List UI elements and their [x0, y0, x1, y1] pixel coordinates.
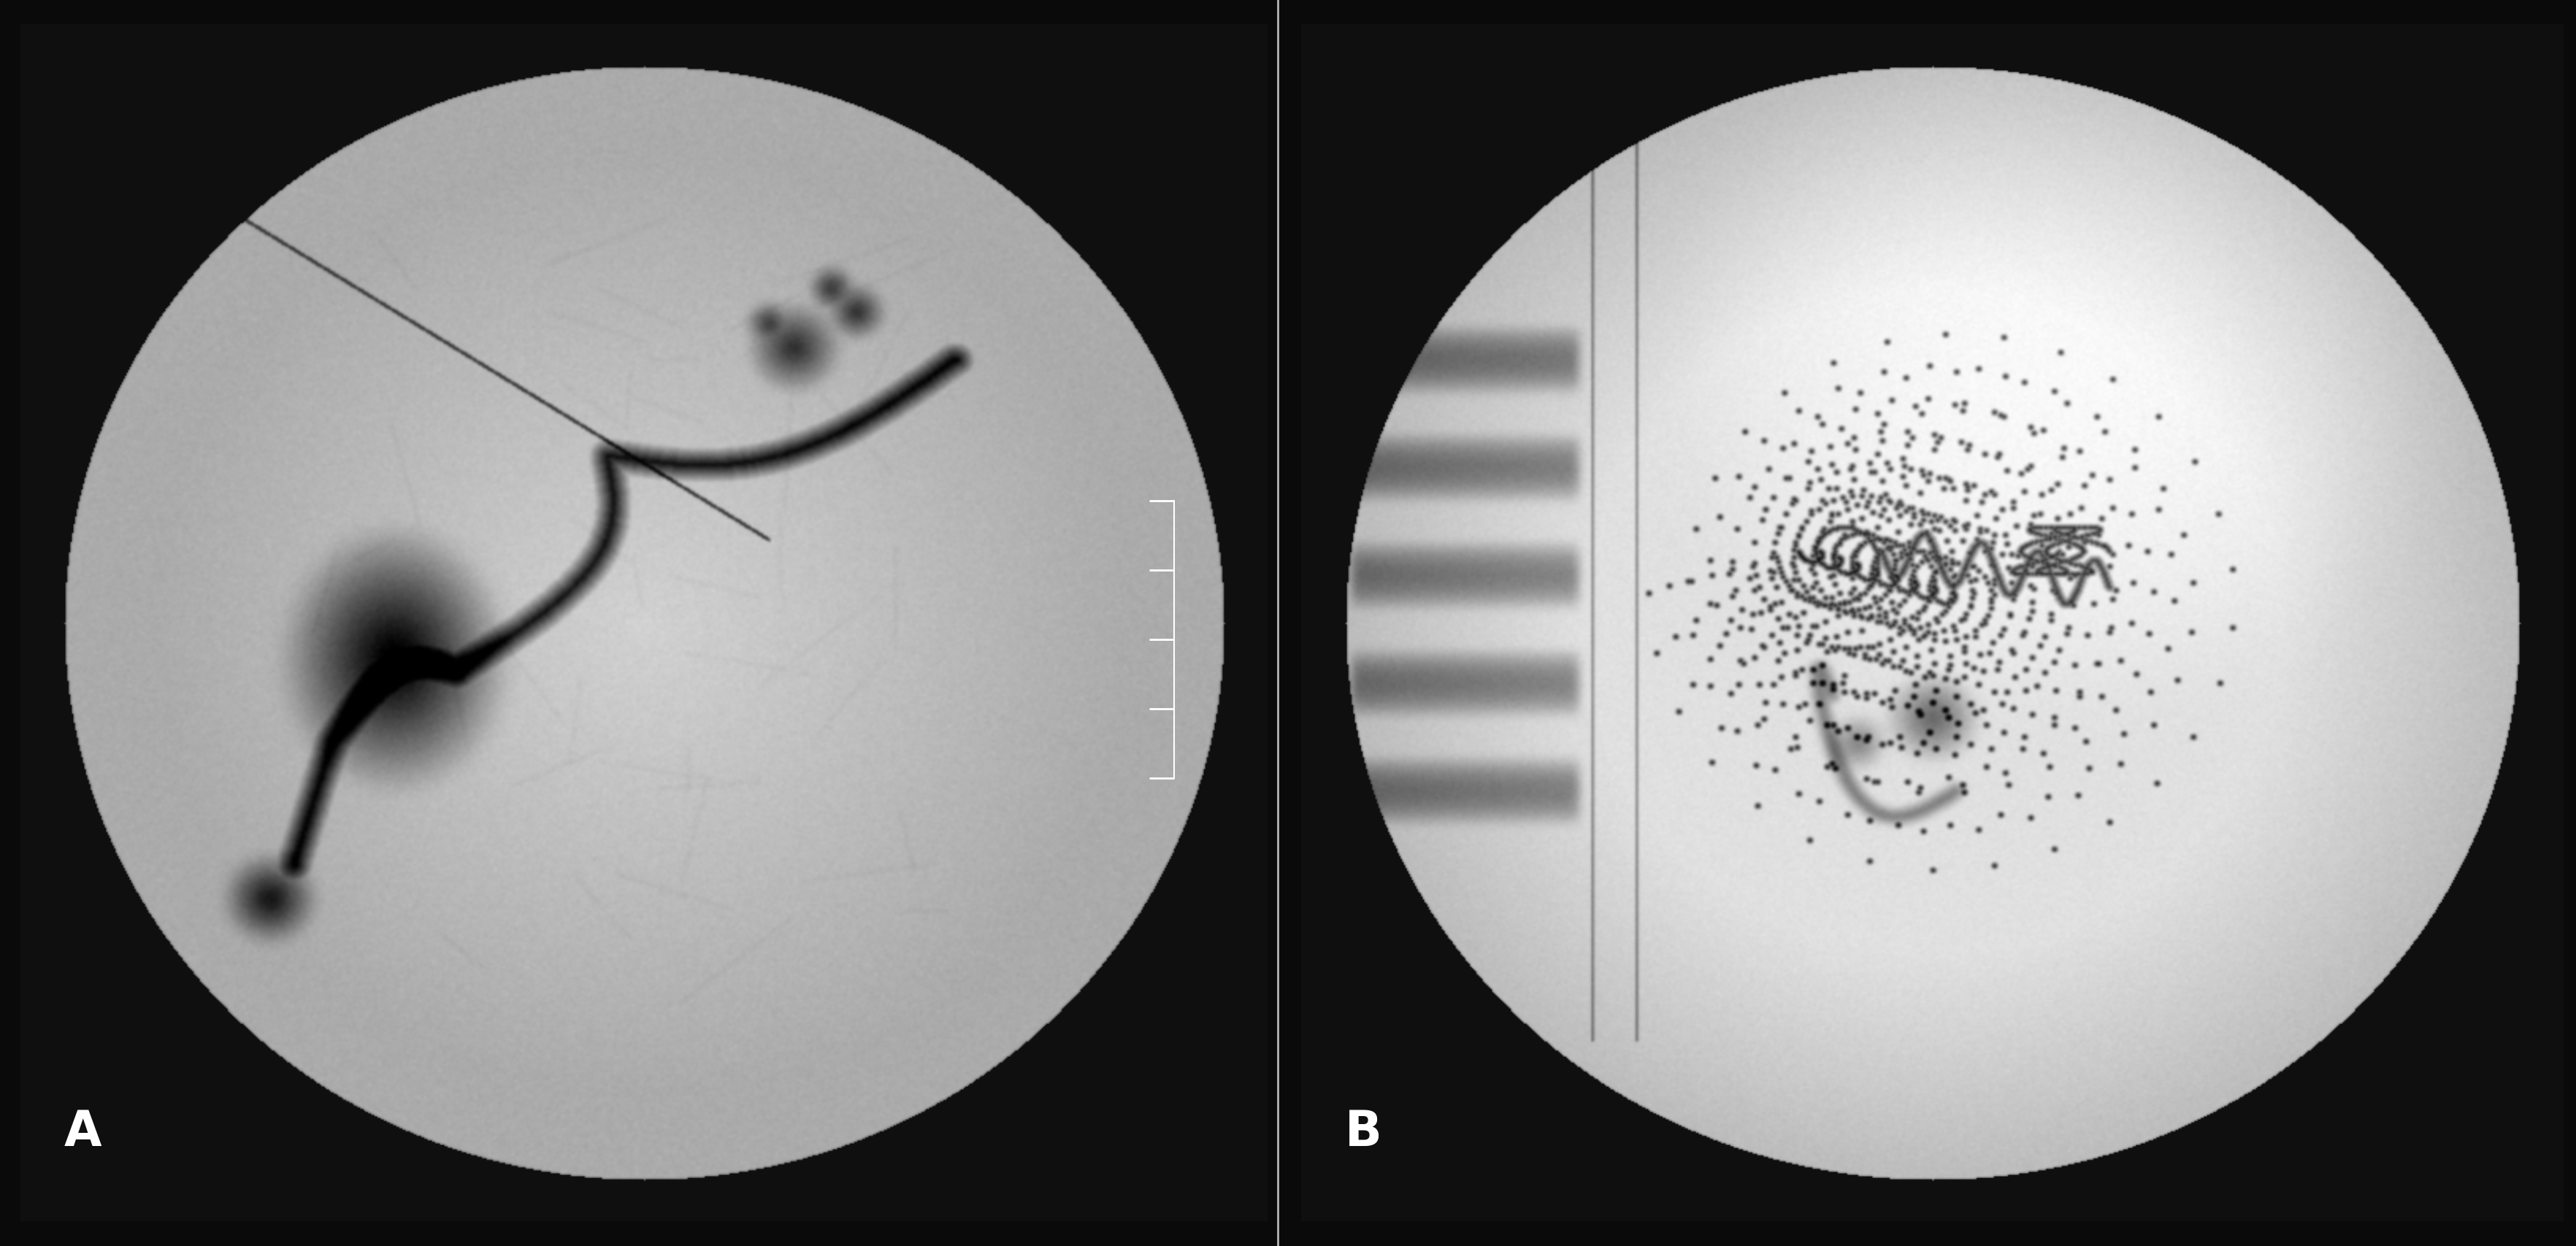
- Text: A: A: [64, 1108, 103, 1155]
- Text: B: B: [1345, 1108, 1383, 1155]
